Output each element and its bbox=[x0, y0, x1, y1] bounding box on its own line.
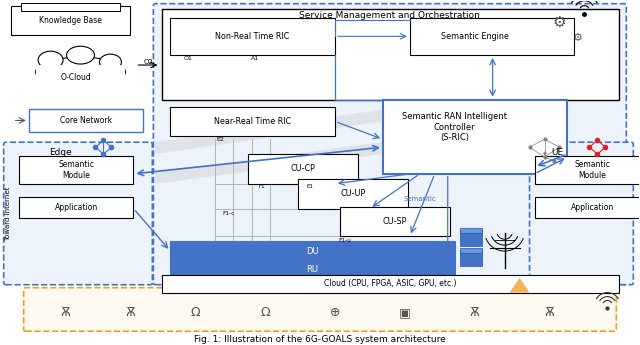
Bar bbox=[170, 241, 454, 261]
Text: A1: A1 bbox=[251, 56, 259, 61]
Bar bbox=[170, 260, 454, 280]
Text: O2: O2 bbox=[143, 59, 153, 65]
Text: ⚙: ⚙ bbox=[553, 15, 566, 30]
Bar bbox=[36, 75, 125, 80]
FancyBboxPatch shape bbox=[154, 4, 627, 285]
Text: Semantic
Module: Semantic Module bbox=[575, 160, 611, 180]
Text: Ѫ: Ѫ bbox=[545, 306, 554, 319]
Text: ⚙: ⚙ bbox=[572, 33, 582, 43]
Text: Toward Internet: Toward Internet bbox=[4, 186, 11, 241]
Text: Semantic Engine: Semantic Engine bbox=[441, 32, 509, 41]
FancyBboxPatch shape bbox=[24, 288, 616, 331]
Text: Semantic RAN Intelligent
Controller
(S-RIC): Semantic RAN Intelligent Controller (S-R… bbox=[402, 112, 508, 142]
Bar bbox=[298, 179, 408, 208]
Ellipse shape bbox=[67, 46, 95, 64]
Text: CU-CP: CU-CP bbox=[291, 165, 316, 174]
Bar bbox=[534, 156, 640, 184]
Bar bbox=[11, 6, 131, 35]
Text: E2: E2 bbox=[216, 137, 224, 142]
Ellipse shape bbox=[36, 57, 125, 87]
Text: Edge: Edge bbox=[49, 148, 72, 157]
Text: Ѫ: Ѫ bbox=[125, 306, 135, 319]
Text: O1: O1 bbox=[184, 56, 193, 61]
Bar bbox=[163, 9, 620, 100]
Text: CU-UP: CU-UP bbox=[340, 189, 365, 198]
Bar bbox=[340, 207, 450, 236]
FancyBboxPatch shape bbox=[529, 142, 634, 285]
Text: ✦: ✦ bbox=[541, 151, 547, 157]
Bar bbox=[20, 3, 120, 11]
Text: UE: UE bbox=[552, 148, 564, 157]
Polygon shape bbox=[156, 142, 383, 184]
Bar bbox=[410, 18, 575, 55]
Bar bbox=[170, 18, 335, 55]
Text: Ω: Ω bbox=[191, 306, 200, 319]
Ellipse shape bbox=[38, 51, 63, 69]
Text: Core Network: Core Network bbox=[60, 116, 113, 125]
Text: Semantic
Module: Semantic Module bbox=[59, 160, 95, 180]
Bar bbox=[19, 197, 133, 218]
Text: F1: F1 bbox=[259, 184, 266, 189]
Bar bbox=[460, 250, 482, 266]
Bar bbox=[29, 109, 143, 132]
Text: Ѫ: Ѫ bbox=[61, 306, 70, 319]
Text: Application: Application bbox=[571, 203, 614, 212]
Bar bbox=[460, 230, 482, 246]
Bar bbox=[383, 100, 568, 174]
Text: O-Cloud: O-Cloud bbox=[60, 73, 91, 82]
Text: Non-Real Time RIC: Non-Real Time RIC bbox=[215, 32, 289, 41]
Bar bbox=[19, 156, 133, 184]
Text: F1-u: F1-u bbox=[339, 238, 351, 243]
Text: DU: DU bbox=[306, 247, 318, 256]
Text: Near-Real Time RIC: Near-Real Time RIC bbox=[214, 117, 291, 126]
Polygon shape bbox=[156, 110, 383, 154]
Bar bbox=[36, 65, 125, 90]
Bar bbox=[534, 197, 640, 218]
Text: CU-SP: CU-SP bbox=[383, 217, 407, 226]
Text: Service Management and Orchestration: Service Management and Orchestration bbox=[300, 11, 480, 20]
Text: Ѫ: Ѫ bbox=[470, 306, 479, 319]
Text: RU: RU bbox=[306, 265, 318, 274]
Bar bbox=[170, 107, 335, 136]
Text: ⊕: ⊕ bbox=[330, 306, 340, 319]
Text: Semantic: Semantic bbox=[403, 196, 436, 201]
Bar bbox=[460, 248, 482, 253]
Bar bbox=[460, 228, 482, 233]
Text: Fig. 1: Illustration of the 6G-GOALS system architecture: Fig. 1: Illustration of the 6G-GOALS sys… bbox=[194, 335, 446, 344]
Text: ▣: ▣ bbox=[399, 306, 411, 319]
Text: Cloud (CPU, FPGA, ASIC, GPU, etc.): Cloud (CPU, FPGA, ASIC, GPU, etc.) bbox=[324, 279, 456, 288]
Polygon shape bbox=[509, 278, 529, 293]
Text: Application: Application bbox=[55, 203, 98, 212]
Bar bbox=[163, 275, 620, 293]
Text: F1-c: F1-c bbox=[222, 211, 234, 216]
Text: Ω: Ω bbox=[260, 306, 270, 319]
Text: E1: E1 bbox=[307, 184, 314, 189]
FancyBboxPatch shape bbox=[4, 142, 152, 285]
Bar bbox=[248, 154, 358, 184]
Text: Knowledge Base: Knowledge Base bbox=[39, 16, 102, 25]
Ellipse shape bbox=[99, 54, 122, 70]
